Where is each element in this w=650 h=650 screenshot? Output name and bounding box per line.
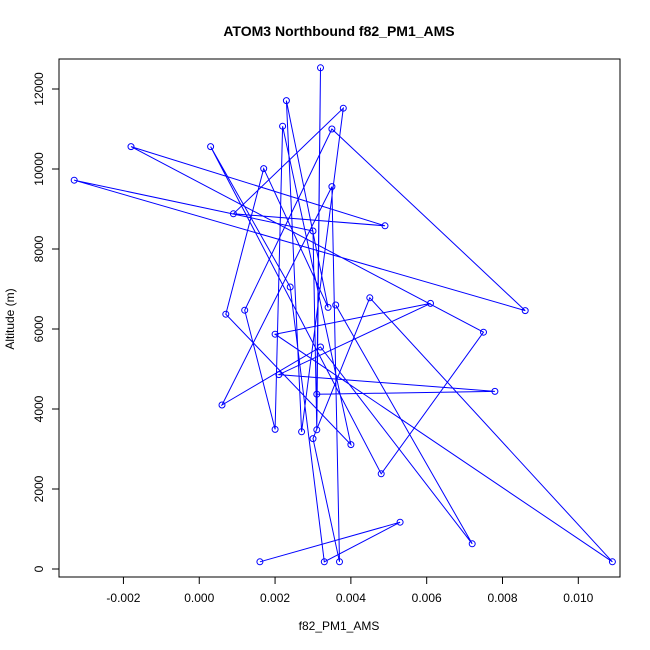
data-point [521, 307, 529, 315]
x-axis: -0.002 0.000 0.002 0.004 0.006 0.008 0.010 [106, 576, 594, 605]
series-layer [70, 64, 616, 566]
y-axis: 0 2000 4000 6000 8000 10000 12000 [32, 72, 60, 572]
data-point [347, 441, 355, 449]
data-point [70, 176, 78, 184]
data-point [332, 301, 340, 309]
data-point [309, 227, 317, 235]
data-point [271, 330, 279, 338]
data-point [608, 558, 616, 566]
data-point [320, 558, 328, 566]
data-point [279, 122, 287, 130]
data-point [381, 222, 389, 230]
data-point [275, 371, 283, 379]
y-tick-label: 2000 [32, 475, 46, 502]
y-tick-label: 4000 [32, 395, 46, 422]
data-point [218, 401, 226, 409]
data-point [336, 558, 343, 566]
y-axis-label: Altitude (m) [3, 288, 17, 349]
data-point [241, 306, 249, 314]
data-point [324, 303, 332, 311]
x-tick-label: 0.008 [487, 591, 517, 605]
x-axis-label: f82_PM1_AMS [299, 619, 380, 633]
data-point [468, 540, 476, 548]
data-point [298, 428, 306, 436]
data-point [480, 328, 487, 336]
data-point [317, 64, 324, 72]
data-point [222, 310, 230, 318]
data-point [207, 143, 215, 151]
x-tick-label: 0.010 [563, 591, 593, 605]
y-tick-label: 10000 [32, 152, 46, 186]
y-tick-label: 0 [32, 565, 46, 572]
x-tick-label: 0.000 [184, 591, 214, 605]
y-tick-label: 8000 [32, 235, 46, 262]
data-point [377, 470, 385, 478]
x-tick-label: 0.006 [412, 591, 442, 605]
y-tick-label: 6000 [32, 315, 46, 342]
data-point [127, 143, 135, 151]
data-point [328, 125, 336, 133]
data-point [313, 390, 321, 398]
x-tick-label: 0.004 [336, 591, 366, 605]
data-point [282, 97, 290, 105]
x-tick-label: -0.002 [106, 591, 140, 605]
data-point [396, 518, 404, 526]
data-point [317, 343, 324, 351]
data-point [313, 426, 321, 434]
series-line [74, 67, 613, 563]
data-point [286, 283, 294, 291]
data-point [328, 183, 336, 191]
y-tick-label: 12000 [32, 72, 46, 106]
data-point [256, 558, 264, 566]
data-point [339, 104, 347, 112]
data-point [229, 210, 237, 218]
chart-title: ATOM3 Northbound f82_PM1_AMS [223, 23, 454, 39]
x-tick-label: 0.002 [260, 591, 290, 605]
data-point [491, 387, 499, 395]
data-point [366, 294, 374, 302]
data-point [309, 435, 317, 443]
data-point [427, 299, 434, 307]
data-point [271, 425, 279, 433]
data-point [260, 165, 268, 173]
